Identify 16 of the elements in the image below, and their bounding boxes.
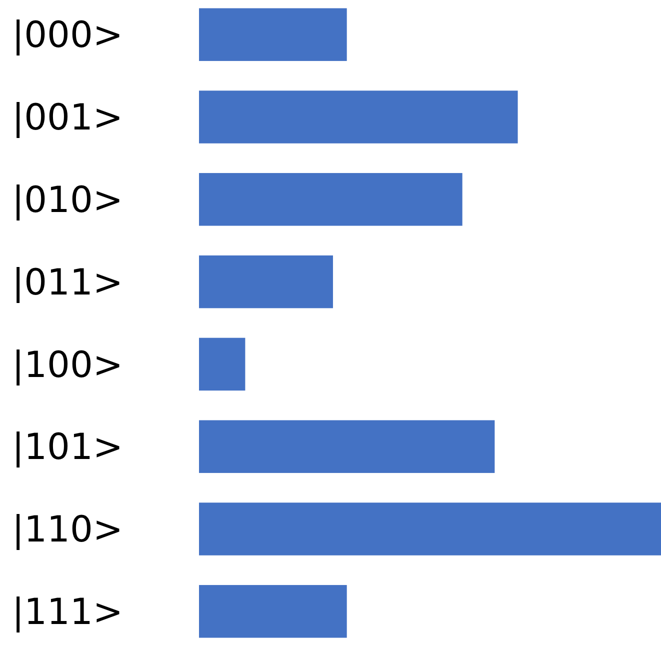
y-tick-label: |111>: [12, 592, 124, 633]
y-tick-label: |000>: [12, 15, 124, 56]
y-tick-label: |001>: [12, 98, 124, 139]
bar: [199, 585, 347, 638]
y-tick-label: |011>: [12, 262, 124, 304]
y-tick-label: |110>: [12, 510, 124, 551]
y-tick-label: |101>: [12, 427, 124, 468]
bar: [199, 338, 246, 391]
bar: [199, 255, 333, 308]
y-tick-label: |100>: [12, 344, 124, 386]
bar: [199, 502, 661, 556]
bar: [199, 8, 347, 61]
y-tick-label: |010>: [12, 180, 124, 222]
bar: [199, 420, 495, 473]
bar: [199, 90, 518, 144]
bar: [199, 173, 462, 226]
